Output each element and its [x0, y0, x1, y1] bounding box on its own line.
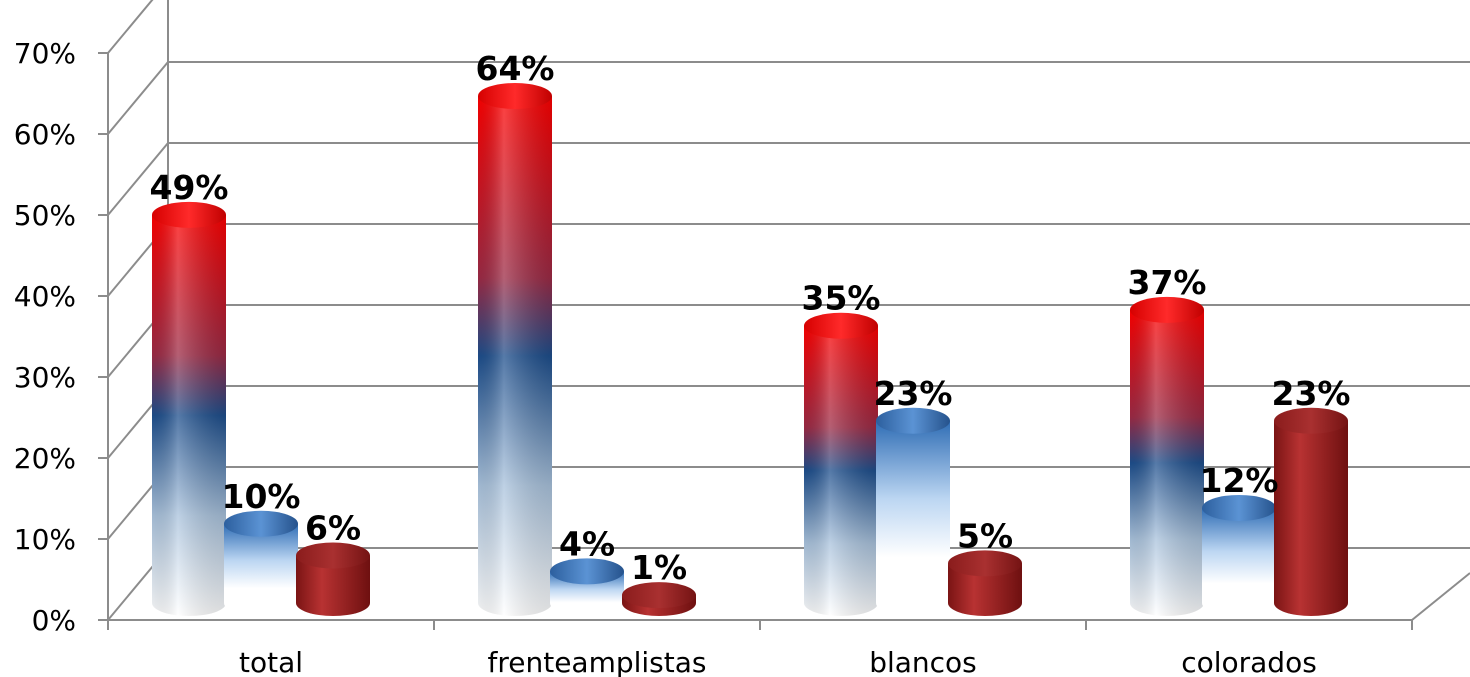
bar — [1202, 494, 1276, 616]
data-label: 23% — [1272, 374, 1351, 413]
bar — [948, 550, 1022, 616]
bar — [224, 510, 298, 616]
bar-body — [224, 523, 298, 616]
bar-top — [876, 407, 950, 434]
gridline-diagonal — [107, 0, 154, 54]
bar-shade — [478, 96, 552, 616]
data-label: 35% — [802, 279, 881, 318]
bar — [1130, 296, 1204, 616]
data-label: 64% — [476, 49, 555, 88]
axis-layer: 0% 10% 20% 30% 40% 50% 60% 70% total frenteamplis… — [14, 0, 1470, 677]
bar — [478, 83, 552, 616]
bar — [876, 407, 950, 616]
y-tick-label: 50% — [14, 199, 76, 232]
bar — [804, 312, 878, 616]
data-label: 23% — [874, 374, 953, 413]
bar-body — [296, 555, 370, 616]
bar-top — [224, 510, 298, 537]
data-label: 37% — [1128, 263, 1207, 302]
data-label: 5% — [957, 516, 1013, 555]
y-tick-label: 20% — [14, 442, 76, 475]
bar-top — [622, 582, 696, 609]
floor-right-edge — [1411, 572, 1470, 621]
bar — [550, 558, 624, 616]
x-category-label: colorados — [1181, 646, 1317, 677]
x-category-label: blancos — [869, 646, 977, 677]
bar — [1274, 407, 1348, 616]
bar — [296, 542, 370, 616]
gridline-diagonal — [107, 61, 169, 135]
bar-top — [1202, 494, 1276, 521]
data-label: 1% — [631, 548, 687, 587]
bar-body — [1202, 507, 1276, 616]
label-layer: 49% 64% 35% 37% 10% 4% 23% 12% 6% 1% 5% 23% — [150, 49, 1351, 587]
bar-layer — [152, 83, 1348, 616]
y-tick-label: 30% — [14, 361, 76, 394]
bar-top — [296, 542, 370, 569]
data-label: 49% — [150, 168, 229, 207]
y-tick-label: 40% — [14, 280, 76, 313]
bar-top — [948, 550, 1022, 577]
data-label: 10% — [222, 477, 301, 516]
y-tick-label: 70% — [14, 37, 76, 70]
gridline-diagonal — [107, 142, 169, 216]
y-tick-label: 60% — [14, 118, 76, 151]
bar — [152, 201, 226, 616]
bar-top — [1274, 407, 1348, 434]
data-label: 12% — [1200, 461, 1279, 500]
bar-top — [478, 83, 552, 109]
bar-top — [804, 312, 878, 339]
bar-top — [550, 558, 624, 585]
x-category-label: frenteamplistas — [487, 646, 706, 677]
y-tick-label: 10% — [14, 523, 76, 556]
data-label: 6% — [305, 508, 361, 547]
y-tick-label: 0% — [32, 604, 76, 637]
bar-shade — [1130, 309, 1204, 616]
bar-top — [1130, 296, 1204, 323]
bar-body — [948, 563, 1022, 616]
bar-body — [1274, 420, 1348, 616]
data-label: 4% — [559, 524, 615, 563]
bar-shade — [152, 214, 226, 616]
bar-body — [876, 420, 950, 616]
bar-top — [152, 201, 226, 228]
bar — [622, 582, 696, 616]
bar-shade — [804, 325, 878, 616]
x-category-label: total — [239, 646, 303, 677]
